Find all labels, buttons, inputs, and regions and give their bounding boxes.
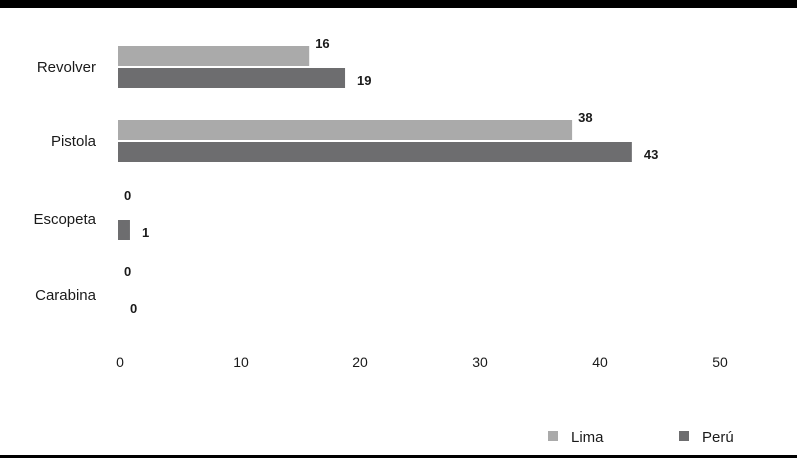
category-label-revolver: Revolver xyxy=(37,59,96,76)
bar-peru-escopeta xyxy=(118,220,130,240)
data-label-lima-carabina: 0 xyxy=(124,264,131,279)
data-label-lima-revolver: 16 xyxy=(315,36,329,51)
bar-peru-revolver xyxy=(118,68,346,88)
data-label-lima-pistola: 38 xyxy=(578,110,592,125)
category-labels: Revolver Pistola Escopeta Carabina xyxy=(33,59,96,304)
x-tick-label-0: 0 xyxy=(116,354,124,370)
legend-swatch-lima xyxy=(548,431,558,441)
bars-layer: 16 19 38 43 0 1 0 0 xyxy=(118,36,658,316)
x-tick-label-30: 30 xyxy=(472,354,488,370)
data-label-peru-revolver: 19 xyxy=(357,73,371,88)
data-label-peru-carabina: 0 xyxy=(130,301,137,316)
legend-label-lima: Lima xyxy=(571,429,604,446)
bottom-rule xyxy=(0,455,797,458)
x-tick-label-10: 10 xyxy=(233,354,249,370)
data-label-peru-escopeta: 1 xyxy=(142,225,149,240)
top-rule xyxy=(0,0,797,8)
x-tick-label-50: 50 xyxy=(712,354,728,370)
x-tick-label-20: 20 xyxy=(352,354,368,370)
x-tick-label-40: 40 xyxy=(592,354,608,370)
bar-peru-pistola xyxy=(118,142,632,162)
data-label-lima-escopeta: 0 xyxy=(124,188,131,203)
x-axis-tick-labels: 0 10 20 30 40 50 xyxy=(116,354,728,370)
category-label-carabina: Carabina xyxy=(35,287,97,304)
data-label-peru-pistola: 43 xyxy=(644,147,658,162)
bar-lima-pistola xyxy=(118,120,573,140)
bar-lima-revolver xyxy=(118,46,310,66)
category-label-escopeta: Escopeta xyxy=(33,211,96,228)
legend-swatch-peru xyxy=(679,431,689,441)
legend: Lima Perú xyxy=(548,429,734,446)
category-label-pistola: Pistola xyxy=(51,133,97,150)
legend-label-peru: Perú xyxy=(702,429,734,446)
